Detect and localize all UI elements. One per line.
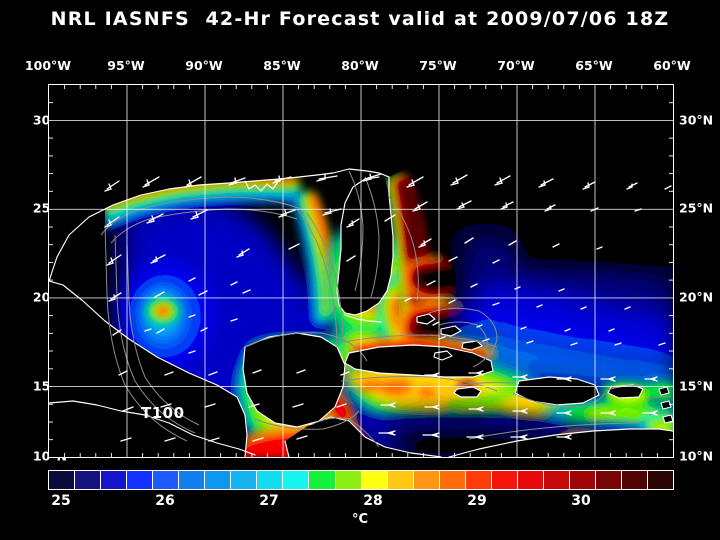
map-canvas [49,85,673,457]
left-ticks [49,102,53,441]
page-title: NRL IASNFS 42-Hr Forecast valid at 2009/… [50,8,670,30]
colorbar-segment-14 [413,471,440,489]
colorbar-segment-7 [231,471,258,489]
coastlines [49,168,673,457]
lon-tick-label-60w: 60°W [653,58,691,73]
colorbar-segment-23 [648,471,674,489]
lat-tick-label-right-15n: 15°N [679,378,714,394]
sst-map [48,84,674,458]
colorbar-tick-26: 26 [155,493,175,509]
colorbar-segment-1 [75,471,102,489]
lat-tick-label-right-30n: 30°N [679,112,714,128]
colorbar-segment-15 [439,471,466,489]
colorbar-segment-9 [283,471,310,489]
colorbar-segment-19 [543,471,570,489]
lon-tick-label-80w: 80°W [341,58,379,73]
lon-tick-label-65w: 65°W [575,58,613,73]
lon-tick-label-85w: 85°W [263,58,301,73]
lat-tick-label-right-20n: 20°N [679,289,714,305]
colorbar-segment-3 [127,471,154,489]
lon-tick-label-95w: 95°W [107,58,145,73]
colorbar-unit-label: °C [351,512,369,527]
colorbar-segment-20 [569,471,596,489]
lat-tick-label-right-25n: 25°N [679,200,714,216]
colorbar-segment-12 [361,471,388,489]
colorbar-segment-17 [491,471,518,489]
colorbar-segment-2 [101,471,128,489]
colorbar [48,470,674,490]
colorbar-segment-8 [257,471,284,489]
colorbar-segment-22 [622,471,649,489]
wind-vectors [104,173,672,442]
colorbar-segment-4 [153,471,180,489]
colorbar-segment-0 [49,471,76,489]
colorbar-segment-11 [335,471,362,489]
right-ticks [669,102,673,441]
colorbar-segment-16 [465,471,492,489]
colorbar-tick-28: 28 [363,493,383,509]
colorbar-tick-29: 29 [467,493,487,509]
lat-tick-label-right-10n: 10°N [679,448,714,464]
lon-tick-label-90w: 90°W [185,58,223,73]
lon-tick-label-70w: 70°W [497,58,535,73]
lon-tick-label-75w: 75°W [419,58,457,73]
colorbar-segment-13 [387,471,414,489]
colorbar-tick-27: 27 [259,493,279,509]
variable-annotation-t100: T100 [141,404,185,422]
colorbar-segment-6 [205,471,232,489]
colorbar-segment-21 [595,471,623,489]
bottom-ticks [64,453,658,457]
map-minor-ticks [49,85,673,457]
colorbar-tick-25: 25 [51,493,71,509]
colorbar-segment-5 [179,471,206,489]
colorbar-segments [49,471,674,489]
lon-tick-label-100w: 100°W [24,58,72,73]
map-gridlines [49,85,673,457]
colorbar-segment-10 [309,471,336,489]
colorbar-segment-18 [517,471,544,489]
colorbar-tick-30: 30 [571,493,591,509]
top-ticks [64,85,658,89]
